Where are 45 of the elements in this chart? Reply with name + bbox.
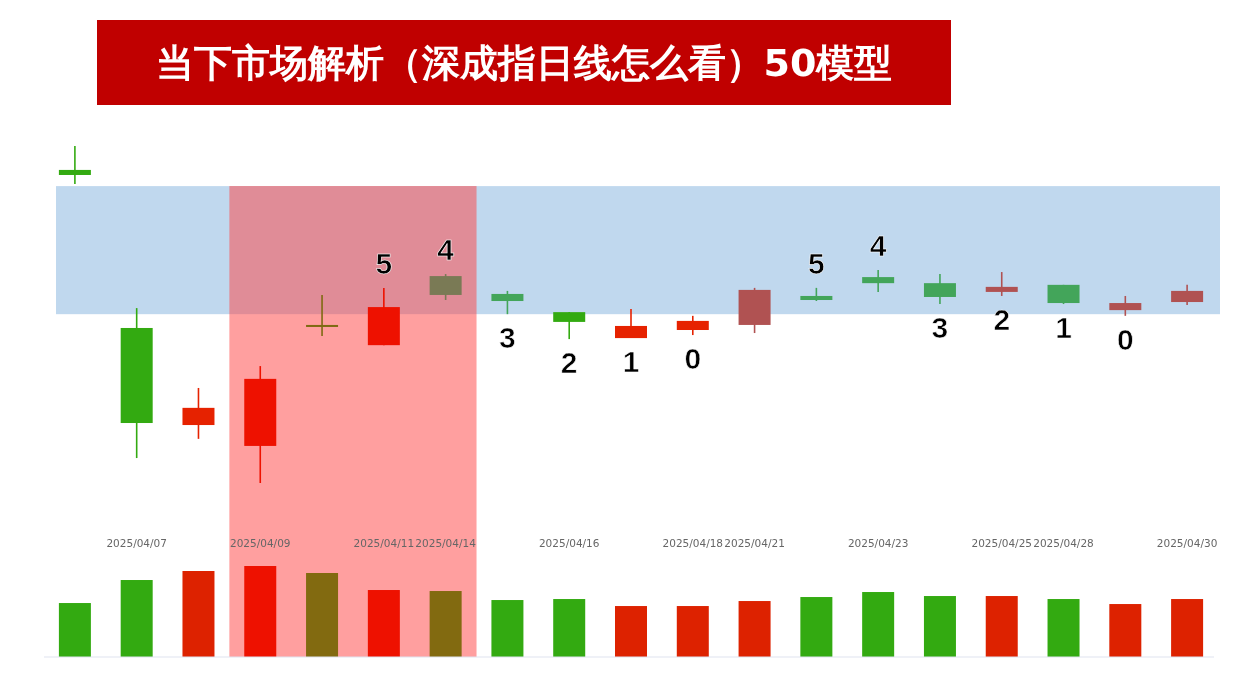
annotation: 1 — [1055, 311, 1072, 345]
bar — [182, 571, 215, 657]
annotation: 4 — [869, 229, 887, 263]
annotation: 5 — [808, 246, 825, 280]
x-tick-label: 2025/04/09 — [230, 537, 291, 549]
x-tick-label: 2025/04/07 — [106, 537, 167, 549]
annotation: 4 — [437, 233, 455, 267]
bar — [676, 606, 709, 657]
annotation: 1 — [622, 345, 640, 379]
x-tick-label: 2025/04/16 — [538, 537, 600, 549]
bar — [923, 596, 956, 657]
x-tick-label: 2025/04/21 — [724, 537, 785, 549]
bar — [862, 592, 895, 657]
bar — [553, 599, 586, 657]
x-tick-label: 2025/04/25 — [971, 537, 1032, 549]
bar — [491, 600, 524, 657]
annotation: 3 — [931, 311, 949, 345]
bar — [429, 591, 462, 657]
x-tick-label: 2025/04/11 — [353, 537, 415, 549]
bar — [985, 596, 1018, 657]
bar — [120, 580, 153, 657]
bar — [800, 597, 833, 657]
bar — [1047, 599, 1080, 657]
x-tick-label: 2025/04/28 — [1033, 537, 1094, 549]
bar — [615, 606, 647, 657]
x-tick-label: 2025/04/14 — [415, 537, 477, 549]
annotation: 2 — [993, 302, 1011, 336]
bar — [1109, 604, 1142, 657]
bar — [738, 601, 771, 657]
x-tick-label: 2025/04/30 — [1156, 537, 1218, 549]
annotation: 0 — [1116, 322, 1134, 356]
annotation: 2 — [560, 346, 578, 380]
bar — [306, 573, 339, 657]
annotation: 3 — [499, 321, 516, 355]
candlestick — [58, 145, 91, 185]
bar — [58, 603, 91, 657]
annotation: 5 — [375, 246, 393, 280]
candlestick — [306, 294, 339, 337]
x-tick-label: 2025/04/23 — [847, 537, 909, 549]
bar — [244, 566, 277, 657]
chart-title: 当下市场解析（深成指日线怎么看）50模型 — [155, 41, 893, 85]
annotation: 0 — [684, 342, 702, 376]
bar — [367, 590, 400, 657]
x-tick-label: 2025/04/18 — [662, 537, 724, 549]
bar — [1171, 599, 1204, 657]
